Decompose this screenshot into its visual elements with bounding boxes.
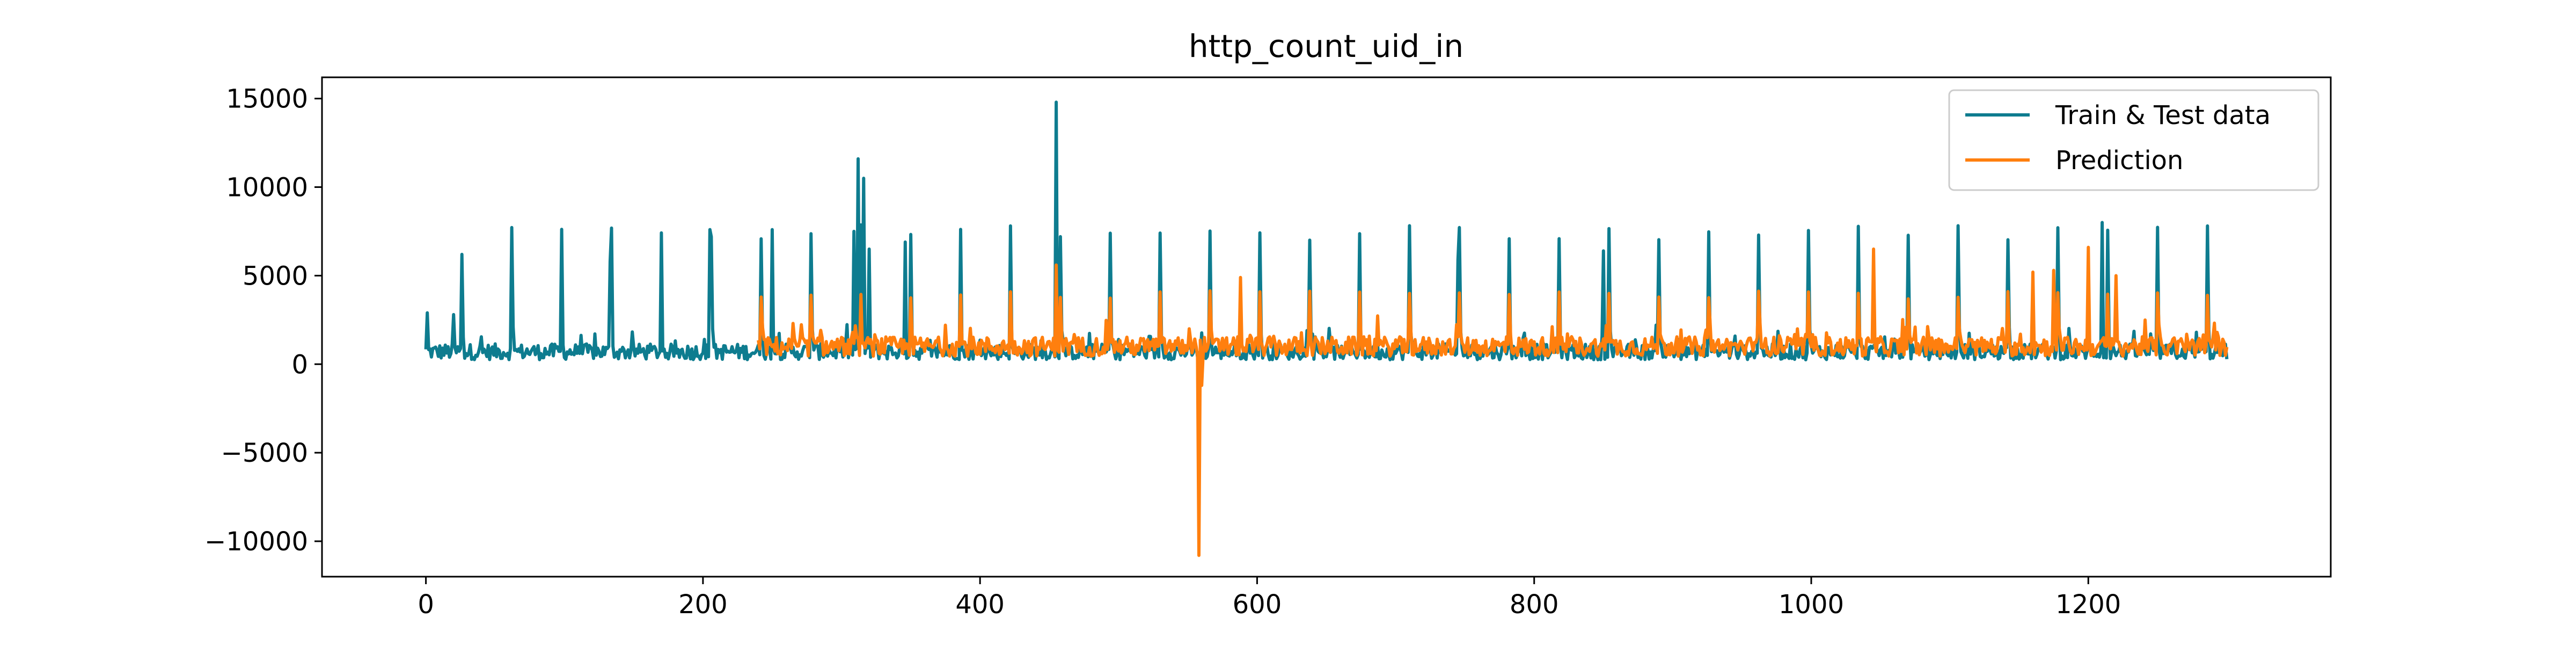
x-tick-label: 1200 bbox=[2055, 590, 2121, 620]
legend-label-train-test: Train & Test data bbox=[2055, 100, 2271, 130]
x-tick-label: 800 bbox=[1510, 590, 1559, 620]
y-tick-label: 10000 bbox=[226, 172, 308, 202]
legend-label-prediction: Prediction bbox=[2055, 146, 2183, 176]
y-tick-label: −5000 bbox=[221, 438, 308, 468]
x-tick-label: 400 bbox=[955, 590, 1005, 620]
y-tick-label: 0 bbox=[291, 350, 308, 380]
legend: Train & Test data Prediction bbox=[1948, 89, 2319, 191]
y-tick-label: 5000 bbox=[243, 261, 308, 291]
x-tick-label: 0 bbox=[418, 590, 434, 620]
legend-box bbox=[1948, 89, 2319, 191]
x-axis: 0 200 400 600 800 1000 1200 bbox=[418, 577, 2121, 620]
y-tick-label: 15000 bbox=[226, 84, 308, 114]
plot-frame bbox=[321, 76, 2332, 578]
x-tick-label: 200 bbox=[678, 590, 728, 620]
series-line-prediction bbox=[757, 245, 2229, 557]
y-axis: −10000 −5000 0 5000 10000 15000 bbox=[204, 84, 322, 557]
x-tick-label: 1000 bbox=[1779, 590, 1844, 620]
y-tick-label: −10000 bbox=[204, 527, 308, 557]
x-tick-label: 600 bbox=[1233, 590, 1282, 620]
series-layer bbox=[424, 100, 2229, 557]
chart-title: http_count_uid_in bbox=[1189, 28, 1463, 64]
